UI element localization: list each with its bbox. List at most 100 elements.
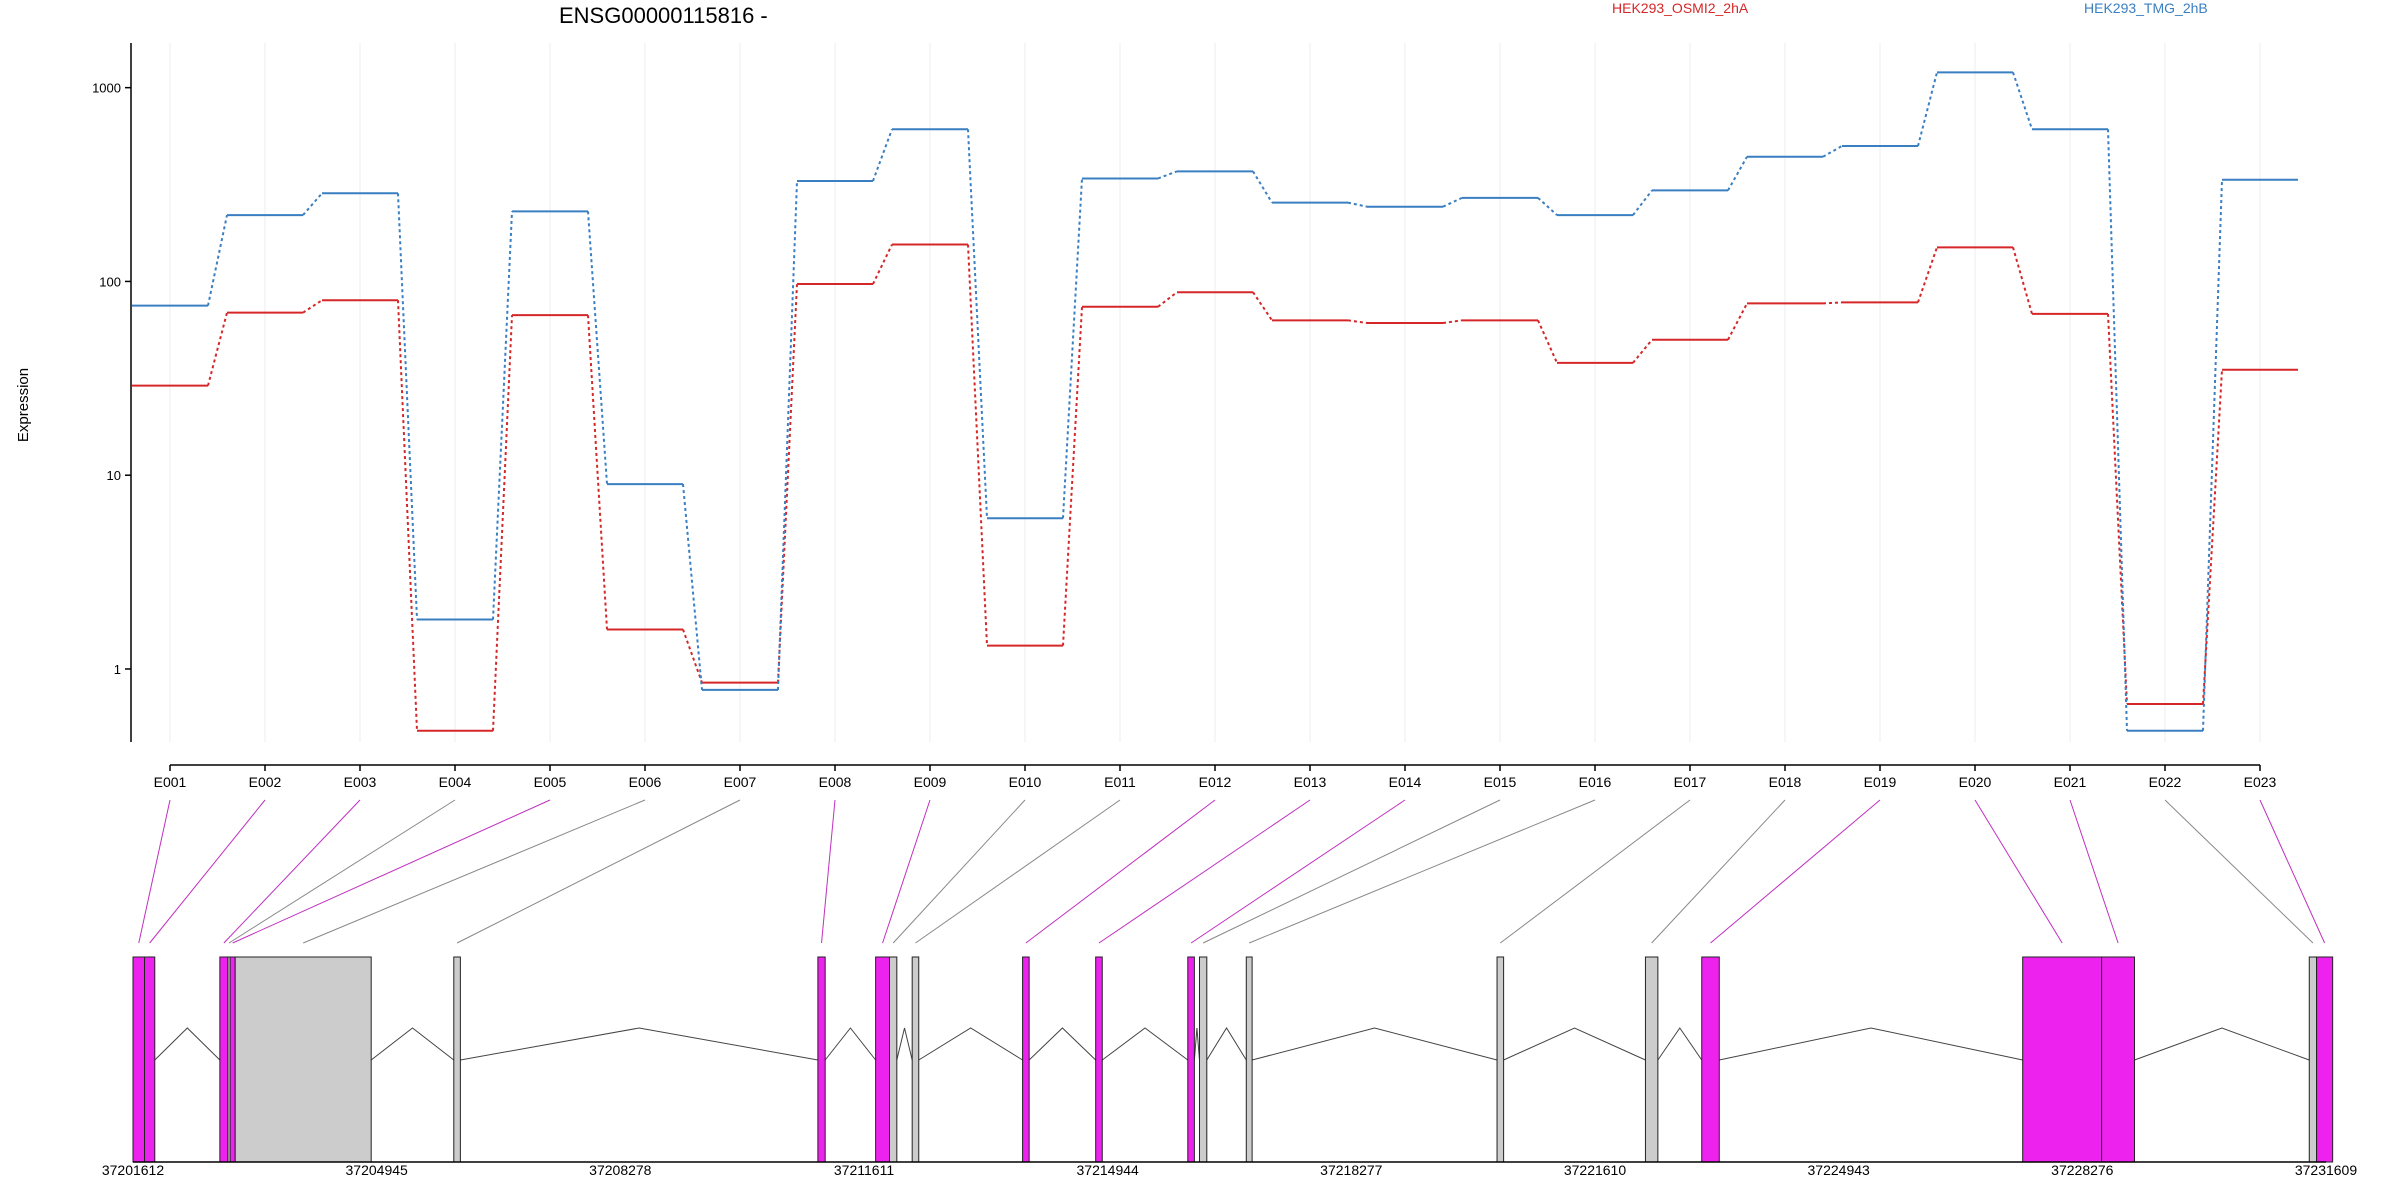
exon-connector (2164, 799, 2314, 944)
x-tick-label: E006 (629, 774, 662, 790)
exon-block (229, 956, 236, 1163)
exon-block (889, 956, 898, 1163)
exon-block (1198, 956, 1208, 1163)
exon-connector (915, 799, 1121, 944)
intron-line (1028, 1027, 1097, 1061)
x-tick-label: E011 (1104, 774, 1136, 790)
intron-line (918, 1027, 1023, 1061)
series-lines (132, 71, 2298, 732)
exon-block (144, 956, 156, 1163)
series-connector (1822, 301, 1843, 305)
exon-block (1022, 956, 1030, 1163)
intron-line (1503, 1027, 1646, 1061)
exon-connector (821, 799, 836, 944)
x-tick-label: E007 (724, 774, 757, 790)
x-tick-label: E009 (914, 774, 947, 790)
exon-block (234, 956, 372, 1163)
x-tick-label: E023 (2244, 774, 2277, 790)
intron-line (896, 1027, 913, 1061)
series-connector (682, 483, 703, 690)
series-connector (1442, 319, 1463, 325)
exon-block (1245, 956, 1253, 1163)
exon-block (2316, 956, 2334, 1163)
intron-line (1657, 1027, 1703, 1061)
y-tick-label: 10 (107, 468, 121, 483)
series-connector (1442, 196, 1463, 208)
exon-connector (1098, 799, 1311, 944)
x-tick-label: E001 (154, 774, 187, 790)
exon-connector (223, 799, 361, 944)
series-0 (132, 243, 2298, 732)
series-1 (132, 71, 2298, 732)
series-connector (1727, 156, 1748, 191)
exon-connector (1974, 799, 2063, 944)
exon-connector (303, 799, 646, 944)
series-connector (1537, 319, 1558, 364)
y-tick-label: 1000 (92, 81, 121, 96)
series-connector (492, 315, 513, 731)
x-tick-label: E010 (1009, 774, 1042, 790)
x-tick-label: E014 (1389, 774, 1422, 790)
series-connector (1062, 306, 1083, 646)
series-connector (2202, 369, 2223, 705)
intron-line (1193, 1027, 1200, 1061)
series-connector (207, 312, 228, 386)
intron-line (1252, 1027, 1498, 1061)
x-tick-label: E016 (1579, 774, 1612, 790)
series-connector (1252, 291, 1273, 321)
vertical-grid (169, 43, 2261, 742)
exon-connector (138, 799, 171, 944)
coordinate-tick-label: 37204945 (346, 1162, 409, 1178)
series-connector (1347, 319, 1368, 325)
x-tick-label: E012 (1199, 774, 1232, 790)
x-tick-label: E004 (439, 774, 472, 790)
exon-block (1701, 956, 1720, 1163)
exon-connector (892, 799, 1026, 944)
x-tick-label: E022 (2149, 774, 2182, 790)
y-tick-label: 100 (99, 274, 121, 289)
series-connector (1157, 291, 1178, 308)
exon-connector (1651, 799, 1786, 944)
intron-line (154, 1027, 221, 1061)
intron-line (824, 1027, 877, 1061)
gene-model (132, 956, 2334, 1163)
coordinate-tick-label: 37218277 (1320, 1162, 1383, 1178)
coordinate-tick-label: 37228276 (2051, 1162, 2114, 1178)
y-tick-label: 1 (114, 662, 121, 677)
series-connector (1632, 339, 1653, 364)
y-axis: 1 10 100 1000 (92, 43, 132, 742)
exon-block (2308, 956, 2318, 1163)
exon-connector (1202, 799, 1501, 944)
intron-line (1101, 1027, 1189, 1061)
series-connector (1917, 72, 1938, 147)
series-connector (1822, 145, 1843, 158)
coordinate-tick-label: 37224943 (1808, 1162, 1871, 1178)
series-connector (1727, 302, 1748, 341)
exon-connector (1249, 799, 1596, 944)
x-tick-label: E008 (819, 774, 852, 790)
exon-connectors (138, 799, 2326, 944)
series-connector (2012, 71, 2033, 130)
series-connector (397, 193, 418, 620)
series-connector (302, 299, 323, 314)
coordinate-tick-label: 37214944 (1077, 1162, 1140, 1178)
exon-connector (1025, 799, 1216, 944)
x-tick-label: E015 (1484, 774, 1517, 790)
series-connector (872, 244, 893, 285)
series-connector (2107, 129, 2128, 731)
series-connector (1347, 201, 1368, 208)
exon-block (219, 956, 229, 1163)
exon-connector (882, 799, 931, 944)
exon-connector (1500, 799, 1691, 944)
intron-line (1719, 1027, 2023, 1061)
exon-block (1644, 956, 1659, 1163)
series-connector (2202, 179, 2223, 731)
series-connector (1537, 197, 1558, 216)
exon-connector (149, 799, 266, 944)
exon-block (1095, 956, 1103, 1163)
series-connector (2107, 313, 2128, 705)
series-connector (207, 214, 228, 306)
coordinate-tick-label: 37221610 (1564, 1162, 1627, 1178)
coordinate-tick-label: 37208278 (589, 1162, 652, 1178)
intron-line (2134, 1027, 2310, 1061)
